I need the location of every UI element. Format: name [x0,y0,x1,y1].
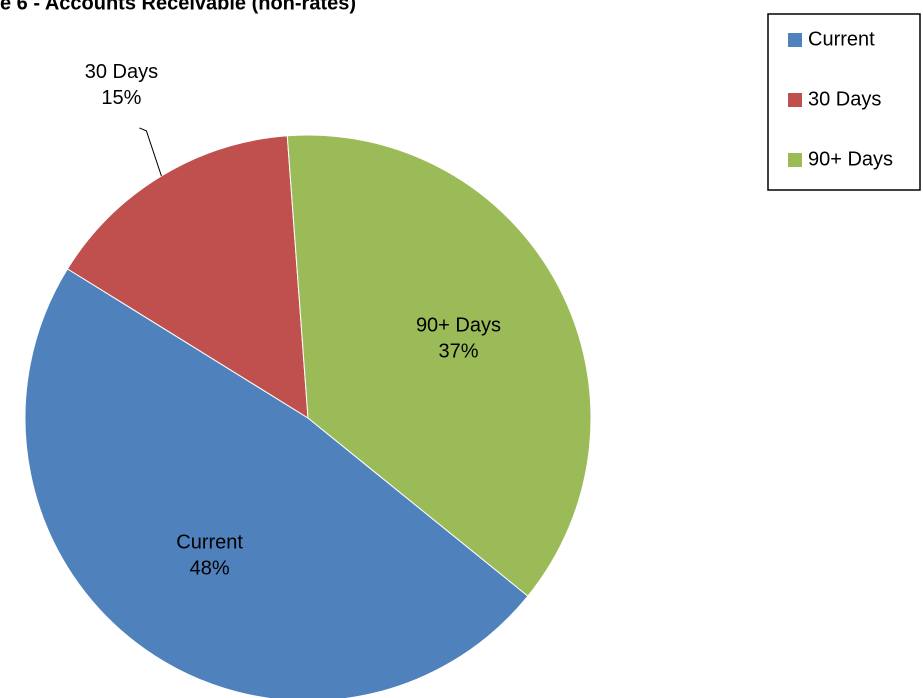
legend-label: 90+ Days [808,148,893,170]
slice-label: Current [176,532,243,554]
legend-swatch [788,33,802,47]
legend-swatch [788,93,802,107]
slice-label: 90+ Days [416,315,501,337]
legend: Current 30 Days 90+ Days [767,13,921,191]
pie-slice [24,268,529,698]
pie-slice [286,134,592,597]
leader-line [139,127,162,177]
chart-title: e 6 - Accounts Receivable (non-rates) [0,0,356,14]
slice-value-label: 15% [101,87,141,109]
slice-value-label: 37% [438,341,478,363]
legend-label: Current [808,28,875,50]
legend-swatch [788,153,802,167]
pie-slice [66,135,309,419]
slice-label: 30 Days [85,61,158,83]
legend-label: 30 Days [808,88,881,110]
slice-value-label: 48% [190,558,230,580]
